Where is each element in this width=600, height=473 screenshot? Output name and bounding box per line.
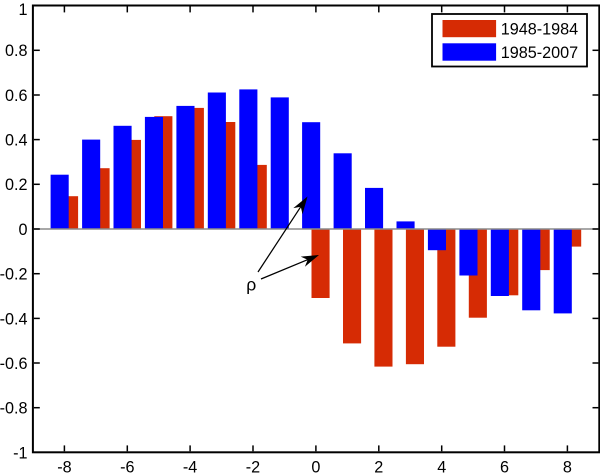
svg-text:-2: -2 xyxy=(246,459,260,473)
svg-text:-4: -4 xyxy=(183,459,197,473)
svg-text:ρ: ρ xyxy=(246,275,256,295)
svg-text:-0.2: -0.2 xyxy=(0,266,28,284)
svg-text:4: 4 xyxy=(437,459,446,473)
svg-text:1948-1984: 1948-1984 xyxy=(501,20,578,38)
svg-text:1985-2007: 1985-2007 xyxy=(501,44,578,62)
svg-text:-6: -6 xyxy=(120,459,134,473)
svg-text:-0.6: -0.6 xyxy=(0,355,28,373)
svg-text:8: 8 xyxy=(563,459,572,473)
svg-text:-8: -8 xyxy=(57,459,71,473)
svg-text:-0.4: -0.4 xyxy=(0,310,28,328)
svg-text:0.8: 0.8 xyxy=(5,42,28,60)
svg-text:-1: -1 xyxy=(13,444,27,462)
svg-text:0.4: 0.4 xyxy=(5,132,28,150)
svg-text:0: 0 xyxy=(311,459,320,473)
svg-text:6: 6 xyxy=(500,459,509,473)
svg-text:1: 1 xyxy=(18,1,27,19)
svg-text:2: 2 xyxy=(374,459,383,473)
svg-text:0.2: 0.2 xyxy=(5,176,28,194)
svg-text:0: 0 xyxy=(18,221,27,239)
svg-text:-0.8: -0.8 xyxy=(0,400,28,418)
svg-text:0.6: 0.6 xyxy=(5,87,28,105)
